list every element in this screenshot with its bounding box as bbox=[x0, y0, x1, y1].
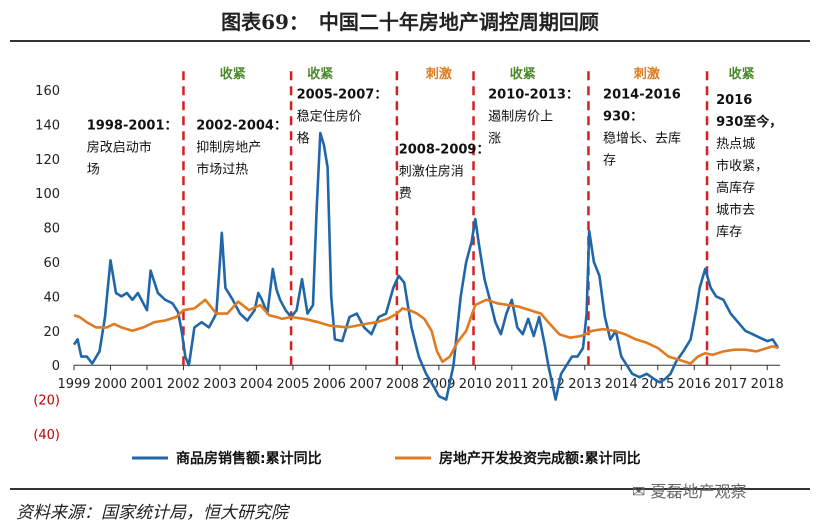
source-rule bbox=[10, 488, 810, 490]
x-tick-label: 2008 bbox=[386, 377, 419, 392]
annotation-line: 市收紧， bbox=[716, 158, 768, 174]
x-tick-label: 2017 bbox=[714, 377, 747, 392]
annotation-line: 房改启动市 bbox=[87, 140, 152, 156]
wechat-icon: ✉ bbox=[632, 482, 646, 501]
y-tick-label: (40) bbox=[33, 428, 60, 443]
annotation-line: 格 bbox=[297, 131, 310, 147]
x-tick-label: 2016 bbox=[678, 377, 711, 392]
annotation-line: 城市去 bbox=[716, 202, 755, 218]
annotation-line: 稳定住房价 bbox=[297, 109, 362, 125]
legend-label-sales: 商品房销售额:累计同比 bbox=[176, 450, 322, 467]
x-tick-label: 2014 bbox=[605, 377, 638, 392]
investment-series-line bbox=[73, 298, 779, 365]
y-tick-label: 80 bbox=[43, 222, 60, 237]
annotation-line: 高库存 bbox=[716, 180, 755, 196]
annotation-line: 2016 bbox=[716, 93, 752, 108]
source-note: 资料来源：国家统计局，恒大研究院 bbox=[16, 503, 288, 523]
period-label-tighten: 收紧 bbox=[729, 66, 755, 82]
period-label-tighten: 收紧 bbox=[510, 66, 536, 82]
x-tick-label: 2012 bbox=[532, 377, 565, 392]
period-label-stimulus: 刺激 bbox=[426, 66, 453, 82]
x-tick-label: 2011 bbox=[495, 377, 528, 392]
y-tick-label: 60 bbox=[43, 256, 60, 271]
x-tick-label: 2015 bbox=[641, 377, 674, 392]
annotation-line: 热点城 bbox=[716, 137, 755, 152]
annotation-line: 场 bbox=[87, 163, 100, 178]
figure-title: 图表69： 中国二十年房地产调控周期回顾 bbox=[221, 10, 599, 34]
title-rule bbox=[10, 40, 810, 42]
period-label-tighten: 收紧 bbox=[307, 66, 333, 82]
x-tick-label: 2010 bbox=[459, 377, 492, 392]
annotation-line: 2005-2007： bbox=[297, 88, 388, 103]
annotation-line: 库存 bbox=[716, 224, 742, 240]
annotation-line: 抑制房地产 bbox=[196, 140, 261, 156]
annotation-line: 市场过热 bbox=[196, 162, 248, 178]
period-label-stimulus: 刺激 bbox=[634, 66, 661, 82]
x-tick-label: 2013 bbox=[568, 377, 601, 392]
y-tick-label: 100 bbox=[35, 187, 60, 202]
y-tick-label: (20) bbox=[33, 394, 60, 409]
x-tick-label: 2000 bbox=[94, 377, 127, 392]
period-annotation: 2014-2016 930： 稳增长、去库存 bbox=[603, 88, 681, 169]
x-tick-label: 2004 bbox=[240, 377, 273, 392]
annotation-line: 遏制房价上 bbox=[488, 109, 553, 125]
series-layer bbox=[72, 131, 780, 401]
period-label-tighten: 收紧 bbox=[220, 66, 246, 82]
annotation-line: 刺激住房消 bbox=[399, 164, 464, 180]
y-tick-label: 140 bbox=[35, 118, 60, 133]
annotation-line: 930： bbox=[603, 110, 643, 125]
annotation-line: 涨 bbox=[488, 132, 501, 147]
annotation-line: 2014-2016 bbox=[603, 88, 681, 103]
annotation-line: 稳增长、去库 bbox=[603, 131, 681, 147]
annotation-line: 2002-2004： bbox=[196, 119, 287, 134]
x-tick-label: 2001 bbox=[130, 377, 163, 392]
x-tick-label: 1999 bbox=[57, 377, 90, 392]
x-tick-label: 2005 bbox=[276, 377, 309, 392]
annotation-line: 存 bbox=[603, 154, 616, 169]
x-tick-label: 2006 bbox=[313, 377, 346, 392]
annotation-line: 1998-2001： bbox=[87, 119, 178, 134]
x-tick-label: 2003 bbox=[203, 377, 236, 392]
y-tick-label: 20 bbox=[43, 325, 60, 340]
y-tick-label: 0 bbox=[52, 359, 60, 374]
watermark: ✉ 夏磊地产观察 bbox=[632, 478, 747, 502]
y-tick-label: 120 bbox=[35, 153, 60, 168]
annotation-line: 2008-2009： bbox=[399, 143, 490, 158]
annotation-line: 2010-2013： bbox=[488, 88, 579, 103]
y-tick-label: 40 bbox=[43, 290, 60, 305]
annotation-line: 费 bbox=[399, 187, 412, 202]
annotation-line: 930至今， bbox=[716, 114, 782, 130]
y-tick-label: 160 bbox=[35, 84, 60, 99]
x-tick-label: 2018 bbox=[751, 377, 784, 392]
legend: 商品房销售额:累计同比 房地产开发投资完成额:累计同比 bbox=[132, 450, 641, 467]
x-tick-label: 2002 bbox=[167, 377, 200, 392]
legend-label-investment: 房地产开发投资完成额:累计同比 bbox=[439, 450, 641, 467]
x-tick-label: 2007 bbox=[349, 377, 382, 392]
sales-series-line bbox=[72, 131, 780, 401]
watermark-text: 夏磊地产观察 bbox=[650, 482, 747, 501]
